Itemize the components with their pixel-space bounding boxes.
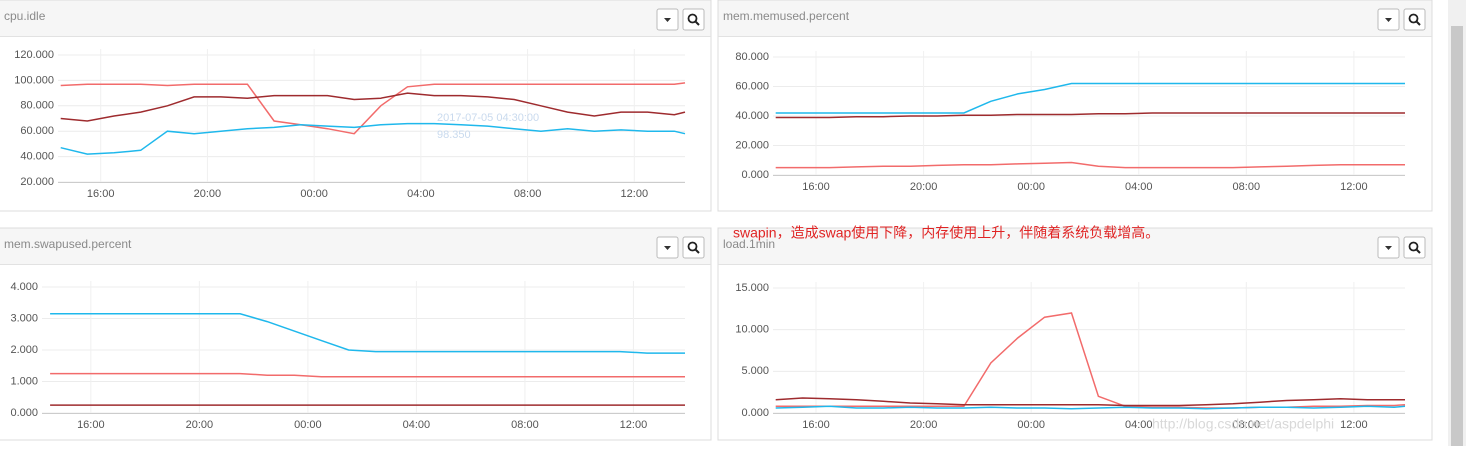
series-line (50, 313, 685, 354)
zoom-icon (1408, 13, 1419, 24)
annotation: swapin，造成swap使用下降，内存使用上升，伴随着系统负载增高。 (733, 225, 1159, 241)
y-tick-label: 20.000 (20, 176, 54, 188)
x-tick-label: 00:00 (294, 419, 322, 431)
panel-title: load.1min (723, 237, 775, 251)
x-tick-label: 20:00 (186, 419, 214, 431)
zoom-icon-handle (1415, 20, 1421, 26)
y-tick-label: 40.000 (20, 151, 54, 163)
y-tick-label: 40.000 (735, 110, 769, 122)
watermark: http://blog.csdn.net/aspdelphi (1152, 416, 1334, 432)
panel-header (718, 228, 1432, 265)
tooltip-text: 2017-07-05 04:30:00 (437, 112, 539, 124)
y-tick-label: 3.000 (10, 312, 38, 324)
x-tick-label: 08:00 (1233, 419, 1261, 431)
panel-header (0, 228, 711, 265)
x-tick-label: 20:00 (910, 181, 938, 193)
zoom-button[interactable] (682, 236, 705, 259)
x-tick-label: 04:00 (403, 419, 431, 431)
y-tick-label: 4.000 (10, 281, 38, 293)
y-tick-label: 15.000 (735, 282, 769, 294)
dropdown-icon (1385, 246, 1392, 250)
x-tick-label: 08:00 (514, 188, 542, 200)
y-tick-label: 1.000 (10, 375, 38, 387)
dropdown-icon (664, 18, 671, 22)
x-tick-label: 16:00 (77, 419, 105, 431)
zoom-icon (687, 241, 698, 252)
y-tick-label: 120.000 (14, 49, 54, 61)
panel-header (0, 0, 711, 37)
zoom-button[interactable] (1403, 8, 1426, 31)
tooltip-text: 98.350 (437, 129, 471, 141)
zoom-icon (687, 13, 698, 24)
zoom-icon-handle (1415, 248, 1421, 254)
x-tick-label: 12:00 (620, 419, 648, 431)
x-tick-label: 20:00 (910, 419, 938, 431)
y-tick-label: 60.000 (20, 125, 54, 137)
series-line (60, 92, 686, 122)
dropdown-icon (664, 246, 671, 250)
panel-title: mem.memused.percent (723, 9, 850, 23)
x-tick-label: 04:00 (1125, 181, 1153, 193)
y-tick-label: 80.000 (20, 100, 54, 112)
series-line (775, 312, 1406, 409)
x-tick-label: 08:00 (511, 419, 539, 431)
y-tick-label: 0.000 (10, 407, 38, 419)
y-tick-label: 80.000 (735, 51, 769, 63)
zoom-icon-handle (694, 248, 700, 254)
zoom-icon-handle (694, 20, 700, 26)
zoom-button[interactable] (682, 8, 705, 31)
x-tick-label: 12:00 (1340, 419, 1368, 431)
scroll-thumb[interactable] (1451, 26, 1463, 446)
y-tick-label: 0.000 (741, 169, 769, 181)
y-tick-label: 0.000 (741, 407, 769, 419)
series-line (775, 397, 1405, 407)
y-tick-label: 5.000 (741, 365, 769, 377)
zoom-icon (1408, 241, 1419, 252)
dropdown-icon (1385, 18, 1392, 22)
zoom-button[interactable] (1403, 236, 1426, 259)
series-line (60, 82, 686, 135)
panel-title: cpu.idle (4, 9, 46, 23)
x-tick-label: 08:00 (1233, 181, 1261, 193)
y-tick-label: 10.000 (735, 324, 769, 336)
x-tick-label: 16:00 (87, 188, 115, 200)
series-line (775, 112, 1405, 119)
x-tick-label: 00:00 (1017, 419, 1045, 431)
x-tick-label: 00:00 (300, 188, 328, 200)
series-line (50, 372, 685, 378)
series-line (775, 161, 1405, 169)
panel-title: mem.swapused.percent (4, 237, 132, 251)
y-tick-label: 100.000 (14, 74, 54, 86)
series-line (60, 122, 686, 155)
x-tick-label: 04:00 (407, 188, 435, 200)
x-tick-label: 04:00 (1125, 419, 1153, 431)
y-tick-label: 2.000 (10, 344, 38, 356)
y-tick-label: 20.000 (735, 139, 769, 151)
x-tick-label: 12:00 (1340, 181, 1368, 193)
x-tick-label: 16:00 (802, 181, 830, 193)
x-tick-label: 20:00 (194, 188, 222, 200)
x-tick-label: 12:00 (621, 188, 649, 200)
y-tick-label: 60.000 (735, 80, 769, 92)
series-line (775, 405, 1406, 410)
series-line (775, 82, 1405, 114)
panel-header (718, 0, 1432, 37)
x-tick-label: 00:00 (1017, 181, 1045, 193)
x-tick-label: 16:00 (802, 419, 830, 431)
